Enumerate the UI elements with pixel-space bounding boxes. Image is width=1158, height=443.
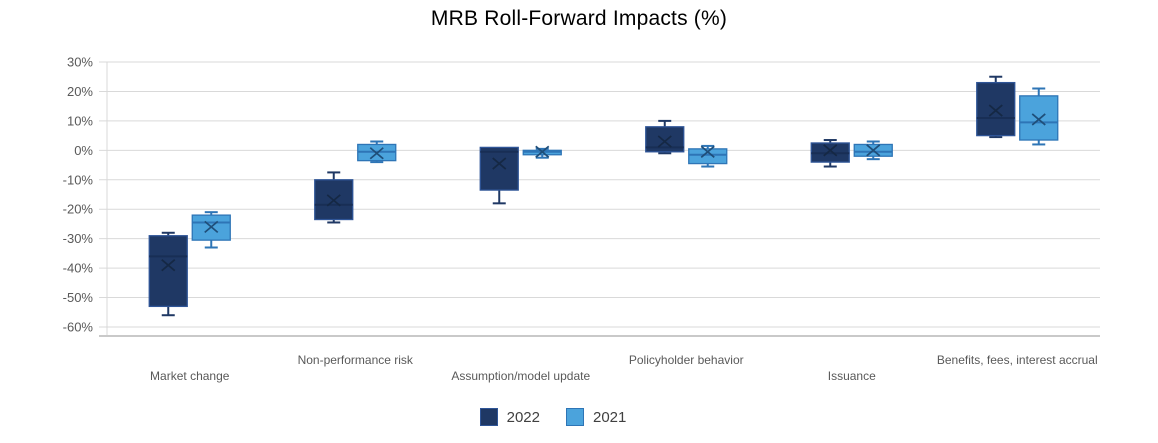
mean-x-marker xyxy=(161,259,176,272)
box-rect xyxy=(148,235,188,308)
box-2021-1 xyxy=(191,211,231,249)
legend-item-2022: 2022 xyxy=(479,408,540,426)
box-rect xyxy=(976,81,1016,137)
legend: 2022 2021 xyxy=(0,408,1132,426)
legend-item-2021: 2021 xyxy=(566,408,626,426)
box-2022-2 xyxy=(314,171,354,224)
mean-x-marker xyxy=(866,144,881,157)
category-label: Market change xyxy=(150,369,230,383)
y-axis-tick-label: -10% xyxy=(63,172,94,187)
y-axis-tick-label: -50% xyxy=(63,290,94,305)
category-label: Assumption/model update xyxy=(451,369,591,383)
legend-swatch-icon xyxy=(566,408,584,426)
category-label: Non-performance risk xyxy=(297,353,413,367)
mean-x-marker xyxy=(1031,113,1046,126)
box-rect xyxy=(479,146,519,191)
mean-x-marker xyxy=(657,135,672,148)
box-2021-2 xyxy=(357,140,397,164)
y-axis-tick-label: -40% xyxy=(63,261,94,276)
y-axis-tick-label: 0% xyxy=(74,143,93,158)
box-2021-3 xyxy=(522,145,562,159)
box-rect xyxy=(1019,95,1059,141)
mean-x-marker xyxy=(204,220,219,234)
category-label: Issuance xyxy=(827,369,876,383)
mean-x-marker xyxy=(535,145,550,158)
box-2022-4 xyxy=(645,119,685,155)
box-2021-4 xyxy=(688,144,728,168)
y-axis-tick-label: -60% xyxy=(63,320,94,335)
y-axis-tick-label: -30% xyxy=(63,231,94,246)
mean-x-marker xyxy=(326,194,341,207)
mean-x-marker xyxy=(823,144,838,157)
box-2021-6 xyxy=(1019,87,1059,146)
mean-x-marker xyxy=(369,147,384,160)
box-2021-5 xyxy=(853,140,893,161)
legend-label: 2022 xyxy=(506,408,540,426)
category-label: Benefits, fees, interest accrual xyxy=(936,353,1098,367)
category-label: Policyholder behavior xyxy=(628,353,744,367)
y-axis-tick-label: 20% xyxy=(67,84,93,99)
box-2022-5 xyxy=(810,139,850,168)
legend-swatch-icon xyxy=(479,408,498,426)
box-2022-6 xyxy=(976,75,1016,139)
mean-x-marker xyxy=(988,104,1003,117)
chart-title: MRB Roll-Forward Impacts (%) xyxy=(430,7,728,30)
mean-x-marker xyxy=(700,145,715,158)
mean-x-marker xyxy=(492,157,507,170)
box-2022-3 xyxy=(479,146,519,205)
legend-label: 2021 xyxy=(593,408,627,426)
box-rect xyxy=(688,148,728,165)
y-axis-tick-label: -20% xyxy=(63,202,94,217)
y-axis-tick-label: 10% xyxy=(67,113,93,128)
box-2022-1 xyxy=(148,231,188,317)
y-axis-tick-label: 30% xyxy=(67,55,93,70)
